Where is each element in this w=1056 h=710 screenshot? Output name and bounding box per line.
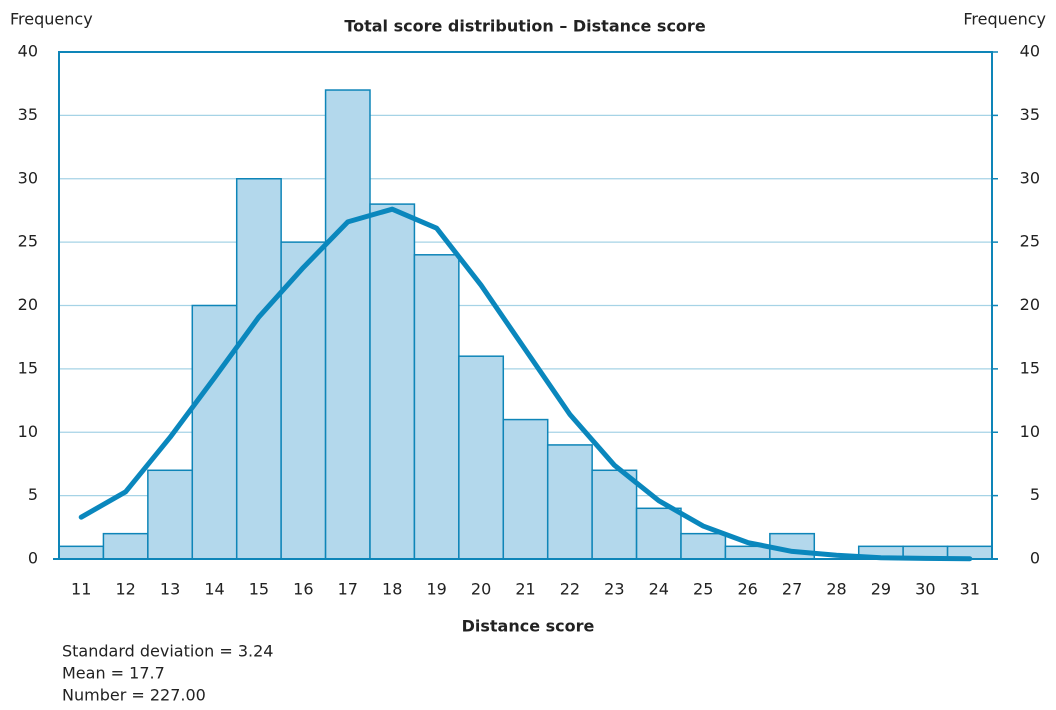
normal-curve	[78, 206, 973, 562]
bar	[502, 418, 549, 560]
y-tick-label: 15	[18, 358, 38, 377]
y2-tick-label: 40	[1020, 42, 1040, 61]
y-tick-label: 20	[18, 295, 38, 314]
y-tick-label: 25	[18, 232, 38, 251]
bar	[280, 241, 327, 560]
y2-tick-label: 0	[1030, 549, 1040, 568]
x-tick-label: 26	[737, 580, 757, 599]
y-tick-label: 30	[18, 168, 38, 187]
bar	[680, 532, 727, 560]
x-tick-label: 25	[693, 580, 713, 599]
bar	[635, 507, 682, 560]
x-tick-label: 27	[782, 580, 802, 599]
bar	[591, 469, 638, 560]
x-tick-label: 17	[338, 580, 358, 599]
y2-tick-label: 25	[1020, 232, 1040, 251]
y-tick-label: 5	[28, 485, 38, 504]
bar	[724, 545, 771, 560]
bar	[369, 203, 416, 560]
x-tick-label: 12	[115, 580, 135, 599]
x-tick-label: 30	[915, 580, 935, 599]
y2-tick-label: 15	[1020, 358, 1040, 377]
x-tick-label: 19	[426, 580, 446, 599]
y2-tick-label: 35	[1020, 105, 1040, 124]
chart-title: Total score distribution – Distance scor…	[344, 17, 706, 36]
x-tick-label: 11	[71, 580, 91, 599]
y-tick-label: 10	[18, 422, 38, 441]
x-tick-label: 22	[560, 580, 580, 599]
x-tick-label: 15	[249, 580, 269, 599]
bar	[413, 254, 460, 560]
bar	[546, 444, 593, 560]
bar	[58, 545, 105, 560]
y2-axis-label: Frequency	[963, 10, 1046, 29]
x-tick-label: 28	[826, 580, 846, 599]
y-tick-label: 35	[18, 105, 38, 124]
bar	[458, 355, 505, 560]
x-tick-label: 21	[515, 580, 535, 599]
x-axis-label: Distance score	[462, 617, 595, 636]
bar	[235, 178, 282, 560]
bar	[324, 89, 371, 560]
bar	[102, 532, 149, 560]
x-tick-label: 14	[204, 580, 224, 599]
x-tick-label: 20	[471, 580, 491, 599]
y2-tick-label: 20	[1020, 295, 1040, 314]
y2-tick-label: 30	[1020, 168, 1040, 187]
x-tick-label: 23	[604, 580, 624, 599]
x-tick-label: 24	[649, 580, 669, 599]
note: Mean = 17.7	[62, 664, 165, 683]
x-tick-label: 31	[960, 580, 980, 599]
y2-tick-label: 10	[1020, 422, 1040, 441]
y-tick-label: 0	[28, 549, 38, 568]
x-tick-label: 16	[293, 580, 313, 599]
y-axis-label: Frequency	[10, 10, 93, 29]
note: Number = 227.00	[62, 686, 206, 705]
x-tick-label: 29	[871, 580, 891, 599]
bar	[147, 469, 194, 560]
note: Standard deviation = 3.24	[62, 642, 273, 661]
y-tick-label: 40	[18, 42, 38, 61]
x-tick-label: 18	[382, 580, 402, 599]
y2-tick-label: 5	[1030, 485, 1040, 504]
bar	[191, 304, 238, 560]
x-tick-label: 13	[160, 580, 180, 599]
